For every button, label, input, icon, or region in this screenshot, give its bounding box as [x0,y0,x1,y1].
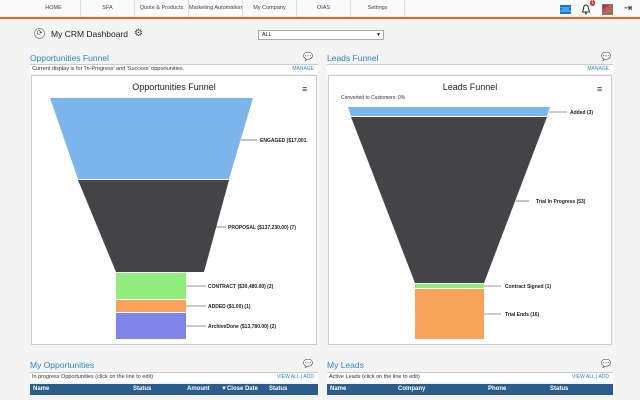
my-opportunities-info-bar: In progress Opportunities (click on the … [30,372,318,382]
funnel-label-trial-in-progress: Trial In Progress (53) [536,199,586,205]
tab-sfa[interactable]: SFA [81,0,135,17]
manage-link[interactable]: MANAGE [292,66,314,72]
tab-oias[interactable]: OIAS [297,0,351,17]
comment-icon[interactable]: 💬 [303,359,313,368]
column-header-status-2[interactable]: Status [269,386,288,392]
column-header-name[interactable]: Name [330,386,347,392]
gear-icon[interactable]: ⚙ [134,28,143,39]
chart-title: Opportunities Funnel [132,82,216,92]
column-header-close-date[interactable]: ▼Close Date [221,386,258,392]
tab-home[interactable]: HOME [27,0,81,17]
my-leads-table-header: Name Company Phone Status [327,384,613,395]
column-header-status[interactable]: Status [550,386,569,392]
funnel-segment-contract-signed [415,284,484,288]
funnel-segment-engaged [50,98,253,179]
nav-icons: 1 ⇥ [559,0,634,15]
opportunities-info-bar: Current display is for 'In-Progress' and… [30,64,318,74]
funnel-label-engaged: ENGAGED ($17,001. [260,138,308,144]
funnel-segment-trial-in-progress [351,117,547,283]
view-all-add-link[interactable]: VIEW ALL | ADD [572,374,609,380]
comment-icon[interactable]: 💬 [303,52,313,61]
opportunities-funnel-chart: Opportunities Funnel ≡ ENGAGED ($17,001.… [31,75,317,345]
tab-settings[interactable]: Settings [351,0,405,17]
filter-select[interactable]: ALL ▼ [258,30,384,40]
my-opportunities-table-header: Name Status Amount ▼Close Date Status [30,384,318,395]
chart-title: Leads Funnel [442,82,498,92]
funnel-label-archivedone: ArchiveDone ($13,780.00) (2) [208,324,277,330]
tab-my-company[interactable]: My Company [243,0,297,17]
funnel-label-added: Added (3) [570,110,594,116]
column-header-status[interactable]: Status [133,386,152,392]
dashboard-header: ⟳ My CRM Dashboard ⚙ [34,28,143,39]
funnel-segment-proposal [78,180,229,272]
logout-icon[interactable]: ⇥ [623,3,633,14]
column-header-company[interactable]: Company [398,386,426,392]
my-opportunities-title: My Opportunities [30,360,95,370]
manage-link[interactable]: MANAGE [587,66,609,72]
film-icon[interactable] [559,3,571,15]
view-all-add-link[interactable]: VIEW ALL | ADD [277,374,314,380]
comment-icon[interactable]: 💬 [601,359,611,368]
funnel-segment-added [348,107,550,116]
leads-funnel-chart: Leads Funnel ≡ Converted to Customers: 0… [328,75,612,345]
opportunities-funnel-svg [50,98,257,339]
my-leads-info-text: Active Leads (click on the line to edit) [329,374,420,380]
leads-funnel-svg [348,107,567,339]
notification-badge: 1 [590,0,595,6]
my-leads-info-bar: Active Leads (click on the line to edit)… [327,372,613,382]
funnel-segment-trial-ends [415,289,484,339]
tab-quote-products[interactable]: Quote & Products [135,0,189,17]
my-opportunities-info-text: In progress Opportunities (click on the … [32,374,154,380]
column-header-amount[interactable]: Amount [187,386,210,392]
funnel-segment-added [116,300,186,312]
chart-subtitle: Converted to Customers: 0% [341,95,406,101]
my-leads-title: My Leads [327,360,364,370]
funnel-label-proposal: PROPOSAL ($137,230.00) (7) [228,225,296,231]
tab-marketing-automation[interactable]: Marketing Automation [189,0,243,17]
funnel-segment-contract [116,273,186,299]
leads-funnel-title: Leads Funnel [327,53,379,63]
avatar[interactable] [601,3,613,15]
leads-info-bar: MANAGE [327,64,613,74]
opportunities-funnel-title: Opportunities Funnel [30,53,109,63]
filter-select-value: ALL [262,32,272,38]
chevron-down-icon: ▼ [376,32,381,38]
bell-icon[interactable]: 1 [580,0,595,15]
column-header-name[interactable]: Name [33,386,50,392]
funnel-label-contract-signed: Contract Signed (1) [505,284,552,290]
column-header-phone[interactable]: Phone [488,386,507,392]
top-navigation: HOME SFA Quote & Products Marketing Auto… [0,0,640,19]
menu-icon[interactable]: ≡ [597,84,603,94]
funnel-label-trial-ends: Trial Ends (16) [505,312,540,318]
opportunities-info-text: Current display is for 'In-Progress' and… [32,66,185,72]
page-title: My CRM Dashboard [51,28,128,39]
comment-icon[interactable]: 💬 [601,52,611,61]
funnel-segment-archivedone [116,313,186,339]
menu-icon[interactable]: ≡ [302,84,308,94]
refresh-icon[interactable]: ⟳ [34,28,45,39]
funnel-label-contract: CONTRACT ($30,480.00) (2) [208,284,274,290]
funnel-label-added: ADDED ($1.00) (1) [208,304,251,310]
